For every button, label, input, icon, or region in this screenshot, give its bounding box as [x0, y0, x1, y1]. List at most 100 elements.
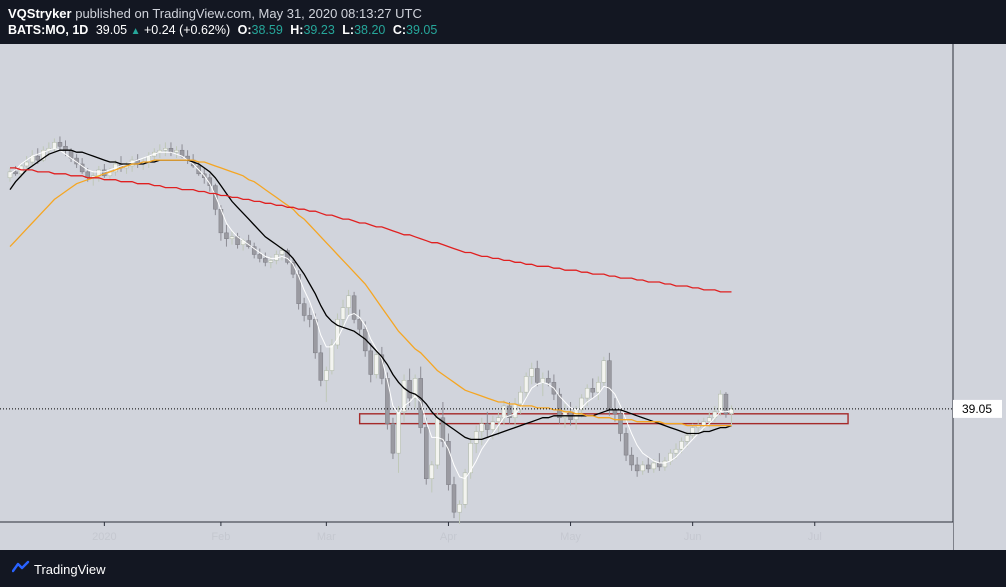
candle[interactable] [557, 388, 562, 424]
candle[interactable] [7, 167, 13, 182]
candle-body [646, 464, 651, 470]
candle[interactable] [485, 411, 490, 438]
candle-body [346, 295, 351, 308]
candle[interactable] [401, 374, 407, 422]
candle-body [679, 441, 684, 450]
candle-body [457, 504, 462, 513]
candle[interactable] [324, 366, 329, 403]
candle[interactable] [224, 224, 229, 247]
close-label: C: [392, 23, 407, 37]
time-axis[interactable] [0, 522, 953, 550]
candle[interactable] [357, 309, 362, 336]
candle[interactable] [163, 142, 168, 157]
chart-area[interactable]: 39.05 2020 Feb Mar Apr May Jun Jul [0, 44, 1006, 550]
candle[interactable] [618, 409, 623, 442]
candle-body [163, 148, 168, 151]
ma-fast-line[interactable] [9, 147, 732, 480]
candle[interactable] [662, 457, 668, 471]
candle[interactable] [629, 447, 634, 471]
candle-body [684, 435, 690, 442]
candle[interactable] [213, 183, 218, 216]
candle[interactable] [257, 248, 262, 263]
candle-body [507, 405, 512, 418]
candle[interactable] [623, 427, 629, 462]
author-name[interactable]: VQStryker [8, 6, 72, 21]
candle[interactable] [523, 372, 529, 399]
candle-body [479, 423, 484, 432]
candle-body [13, 171, 18, 175]
candle[interactable] [457, 500, 462, 524]
candle[interactable] [407, 368, 412, 406]
candle[interactable] [307, 307, 312, 328]
brand-name[interactable]: TradingView [34, 562, 106, 577]
candle-body [623, 433, 629, 456]
price-axis[interactable] [953, 44, 1006, 550]
candle[interactable] [435, 411, 440, 469]
candle-body [407, 380, 412, 399]
price-chart[interactable]: 39.05 2020 Feb Mar Apr May Jun Jul [0, 44, 1006, 550]
candle[interactable] [396, 405, 401, 473]
candle[interactable] [313, 313, 318, 359]
candle[interactable] [529, 362, 534, 385]
candle[interactable] [601, 356, 607, 387]
candle[interactable] [57, 136, 63, 151]
tradingview-logo-icon[interactable] [12, 560, 30, 574]
candle-body [629, 454, 634, 466]
x-tick-label: Jun [684, 531, 702, 543]
candle[interactable] [462, 468, 468, 509]
candle[interactable] [690, 423, 695, 440]
candle-body [324, 370, 329, 381]
candle[interactable] [318, 344, 324, 387]
footer-bar: TradingView [0, 550, 1006, 587]
candle[interactable] [468, 437, 473, 479]
candle[interactable] [346, 289, 351, 316]
candle[interactable] [285, 248, 290, 265]
candle[interactable] [390, 417, 396, 460]
candle[interactable] [596, 376, 601, 401]
candle[interactable] [368, 342, 373, 383]
ma-mid-line[interactable] [9, 159, 732, 427]
candle[interactable] [374, 348, 379, 379]
ma-long-line[interactable] [10, 167, 732, 293]
candle[interactable] [424, 417, 429, 485]
candle-body [429, 464, 435, 479]
candle[interactable] [340, 299, 346, 328]
candle-body [440, 417, 446, 442]
candle[interactable] [412, 374, 418, 408]
candle[interactable] [646, 457, 651, 473]
candle-body [473, 431, 479, 444]
candle[interactable] [41, 146, 46, 163]
candle-body [618, 413, 623, 434]
candle-body [468, 443, 473, 474]
candle[interactable] [263, 252, 268, 267]
support-zone[interactable] [358, 413, 849, 425]
published-text: published on TradingView.com, May 31, 20… [75, 6, 422, 21]
candle[interactable] [479, 417, 484, 446]
candle[interactable] [429, 461, 435, 493]
candle-body [657, 462, 662, 468]
candle[interactable] [451, 476, 457, 519]
candle[interactable] [590, 378, 595, 399]
candle[interactable] [535, 360, 540, 387]
candle[interactable] [634, 457, 640, 477]
candle[interactable] [607, 352, 612, 416]
candle-body [590, 387, 595, 393]
candle[interactable] [301, 297, 307, 322]
candle-body [546, 378, 551, 383]
candle[interactable] [174, 146, 179, 159]
candle[interactable] [446, 433, 451, 491]
symbol-label[interactable]: BATS:MO, 1D [8, 23, 89, 37]
candle[interactable] [229, 230, 235, 245]
candle[interactable] [335, 313, 340, 349]
candle[interactable] [546, 370, 551, 387]
candle[interactable] [351, 291, 357, 324]
candle[interactable] [496, 411, 501, 436]
candle[interactable] [518, 386, 523, 414]
candle-body [168, 148, 174, 153]
candle-body [296, 273, 301, 304]
candle[interactable] [723, 392, 729, 418]
candle[interactable] [640, 461, 645, 475]
candle-body [596, 382, 601, 393]
candle[interactable] [329, 339, 335, 375]
candle[interactable] [507, 402, 512, 424]
